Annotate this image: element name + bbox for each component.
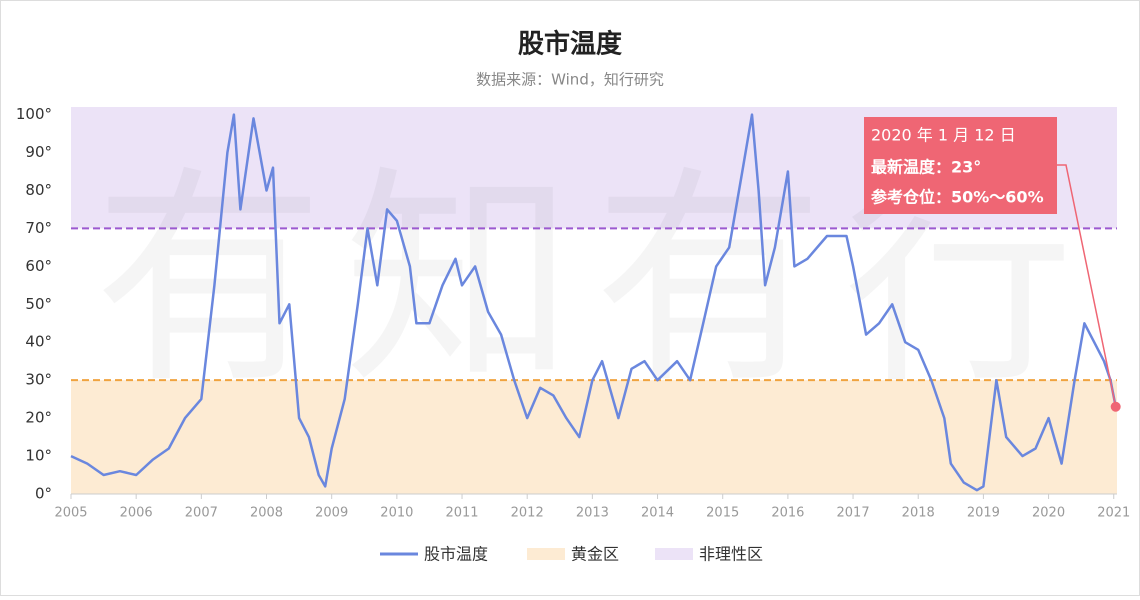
- x-tick-label: 2019: [967, 506, 1000, 521]
- chart-subtitle: 数据来源：Wind，知行研究: [476, 71, 664, 89]
- chart-title: 股市温度: [518, 29, 622, 60]
- zone: [71, 380, 1117, 494]
- x-tick-label: 2006: [120, 506, 153, 521]
- x-tick-label: 2018: [902, 506, 935, 521]
- y-tick-label: 90°: [25, 143, 52, 161]
- y-tick-label: 100°: [16, 105, 52, 123]
- legend-swatch: [655, 548, 693, 560]
- legend-swatch: [527, 548, 565, 560]
- y-tick-label: 30°: [25, 371, 52, 389]
- y-tick-label: 50°: [25, 295, 52, 313]
- x-tick-label: 2010: [380, 506, 413, 521]
- x-tick-label: 2007: [185, 506, 218, 521]
- x-tick-label: 2017: [837, 506, 870, 521]
- y-tick-label: 20°: [25, 409, 52, 427]
- y-tick-label: 10°: [25, 447, 52, 465]
- latest-point: [1110, 401, 1121, 412]
- annotation-line: 参考仓位：50%～60%: [871, 188, 1044, 207]
- y-tick-label: 80°: [25, 181, 52, 199]
- legend-label: 非理性区: [699, 545, 763, 564]
- x-tick-label: 2014: [641, 506, 674, 521]
- x-tick-label: 2009: [315, 506, 348, 521]
- x-tick-label: 2005: [54, 506, 87, 521]
- y-tick-label: 70°: [25, 219, 52, 237]
- legend-label: 股市温度: [424, 545, 488, 564]
- legend-item: 非理性区: [655, 545, 763, 564]
- annotation-line: 最新温度：23°: [871, 158, 981, 177]
- x-tick-label: 2013: [576, 506, 609, 521]
- annotation-date: 2020 年 1 月 12 日: [871, 126, 1016, 145]
- series-line: [70, 113, 1117, 492]
- x-tick-label: 2021: [1097, 506, 1130, 521]
- x-tick-label: 2012: [511, 506, 544, 521]
- annotation-leader: [1057, 164, 1117, 407]
- legend-item: 黄金区: [527, 545, 619, 564]
- y-tick-label: 0°: [35, 485, 52, 503]
- legend-label: 黄金区: [571, 545, 619, 564]
- y-tick-label: 60°: [25, 257, 52, 275]
- x-tick-label: 2016: [771, 506, 804, 521]
- x-tick-label: 2020: [1032, 506, 1065, 521]
- x-tick-label: 2015: [706, 506, 739, 521]
- y-tick-label: 40°: [25, 333, 52, 351]
- x-tick-label: 2008: [250, 506, 283, 521]
- annotation-box: [864, 117, 1057, 214]
- x-tick-label: 2011: [445, 506, 478, 521]
- legend-item: 股市温度: [380, 545, 488, 564]
